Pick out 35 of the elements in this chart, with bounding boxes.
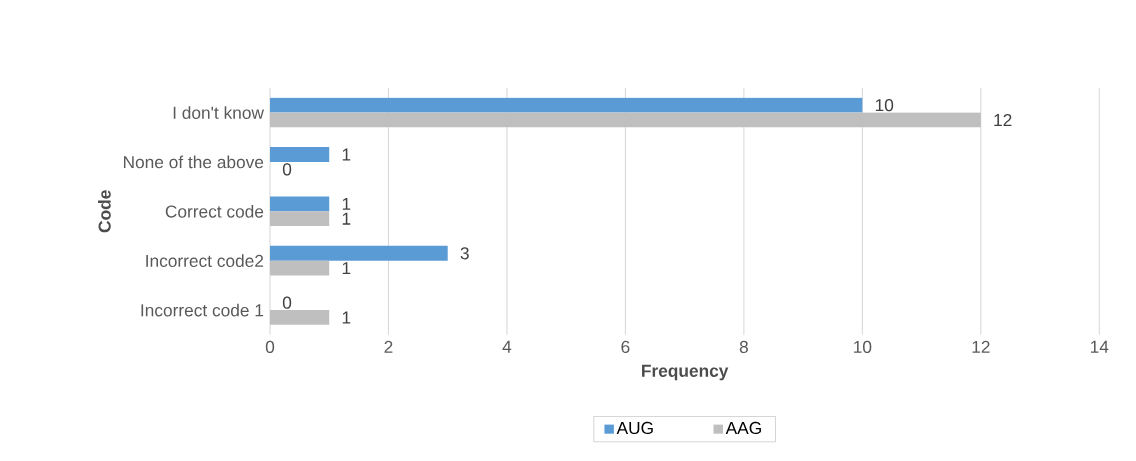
data-label: 1	[342, 212, 351, 225]
y-tick-label: Correct code	[165, 205, 264, 218]
bar	[269, 97, 863, 113]
legend-label: AUG	[616, 421, 653, 435]
data-label: 1	[342, 262, 351, 275]
x-tick-label: 6	[621, 340, 630, 354]
data-label: 1	[342, 198, 351, 210]
bar	[269, 260, 330, 276]
data-label: 3	[460, 247, 469, 260]
data-label: 0	[282, 296, 292, 309]
x-tick-label: 10	[854, 340, 872, 354]
bar	[269, 310, 330, 325]
x-tick-label: 8	[739, 340, 748, 354]
x-tick-label: 4	[502, 340, 512, 353]
x-tick-label: 14	[1090, 340, 1109, 353]
x-axis-title: Frequency	[642, 364, 729, 381]
y-tick-label: Incorrect code 1	[141, 303, 264, 317]
y-axis-title: Code	[98, 190, 111, 233]
bar	[269, 245, 448, 261]
bar	[269, 211, 330, 227]
legend-label: AAG	[725, 421, 761, 435]
data-label: 10	[875, 99, 894, 112]
x-tick-label: 0	[265, 340, 275, 354]
x-tick-label: 12	[972, 340, 990, 353]
y-tick-label: Incorrect code2	[146, 254, 264, 268]
data-label: 1	[342, 148, 351, 161]
y-tick-label: None of the above	[123, 155, 264, 169]
data-label: 12	[994, 113, 1012, 127]
data-label: 0	[282, 163, 292, 176]
data-label: 1	[342, 311, 351, 324]
bar	[269, 147, 330, 162]
bar	[269, 112, 981, 128]
x-tick-label: 2	[384, 340, 393, 353]
y-tick-label: I don't know	[173, 106, 264, 119]
bar	[269, 196, 330, 212]
